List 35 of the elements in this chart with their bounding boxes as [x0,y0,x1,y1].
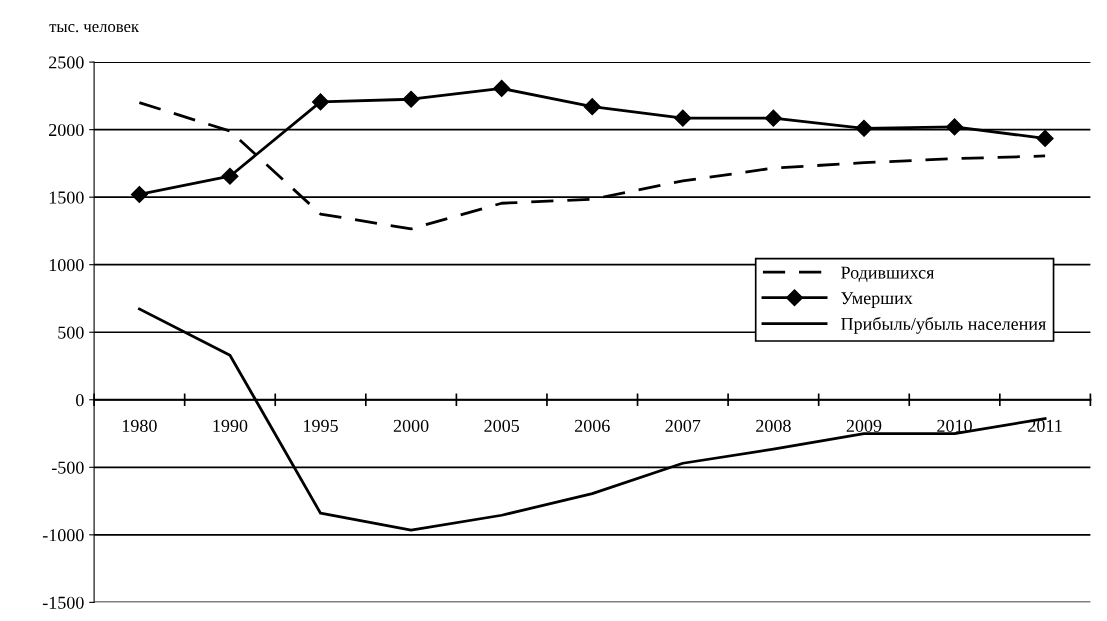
point [583,98,601,116]
legend-label: Родившихся [841,266,935,283]
x-tick-label: 1995 [304,419,338,432]
x-tick-label: 2000 [393,419,429,432]
point [1036,129,1054,147]
point [945,118,964,136]
x-tick-label: 1980 [122,419,157,432]
point [855,119,873,137]
x-tick-label: 1990 [213,419,248,432]
x-tick-label: 2008 [756,419,791,432]
point [764,109,782,127]
point [221,167,239,185]
y-tick-label: -1500 [42,596,84,609]
point [402,90,420,108]
x-tick-label: 2007 [665,419,701,432]
x-tick-label: 2006 [574,419,610,432]
legend-label: Умерших [841,292,913,308]
y-tick-label: 1500 [49,191,84,204]
y-tick-label: 2000 [49,123,84,137]
y-tick-label: 500 [58,326,84,339]
point [311,93,330,111]
x-tick-label: 2010 [937,419,972,432]
point [130,185,148,204]
x-tick-label: 2009 [846,419,882,432]
y-tick-label: -500 [51,461,84,474]
legend-label: Прибыль/убыль населения [841,316,1046,334]
y-tick-label: -1000 [42,529,84,542]
y-tick-label: 0 [76,394,84,407]
x-tick-label: 2011 [1028,419,1062,432]
y-tick-label: 2500 [49,56,84,69]
point [674,109,692,127]
y-axis-title: тыс. человек [49,24,140,33]
y-tick-label: 1000 [49,258,84,272]
x-tick-label: 2005 [484,419,520,432]
point [493,79,511,97]
